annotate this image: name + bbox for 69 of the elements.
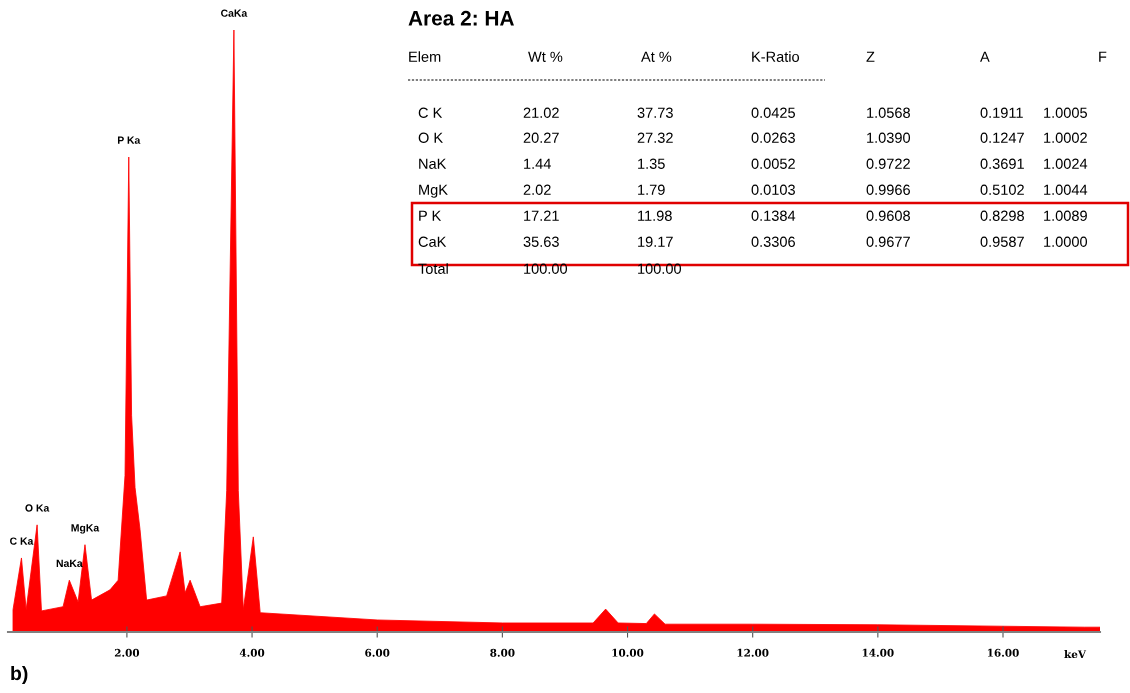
annotation: C Ka <box>10 537 34 545</box>
annotation: MgKa <box>71 524 100 534</box>
x-tick-label: 10.00 <box>612 648 644 657</box>
annotation: 1.0002 <box>1044 132 1087 143</box>
annotation: O Ka <box>25 504 50 512</box>
annotation: 0.9966 <box>866 184 910 195</box>
annotation: 21.02 <box>523 107 559 118</box>
annotation: 0.9608 <box>866 210 910 221</box>
annotation: P K <box>419 210 442 221</box>
x-tick-label: 6.00 <box>365 648 390 657</box>
annotation: 0.1384 <box>751 210 796 221</box>
annotation: 27.32 <box>637 132 673 143</box>
annotation: O K <box>418 132 443 143</box>
annotation: 0.3691 <box>980 158 1024 169</box>
annotation: 17.21 <box>524 210 559 221</box>
annotation: 100.00 <box>638 263 682 274</box>
annotation: 0.9587 <box>980 236 1024 247</box>
annotation: 1.0044 <box>1044 184 1088 195</box>
annotation: 20.27 <box>523 132 559 143</box>
annotation: F <box>1099 51 1107 62</box>
annotation: P Ka <box>117 136 141 144</box>
annotation: 1.35 <box>638 158 665 169</box>
x-tick-label: 12.00 <box>737 648 769 657</box>
x-tick-label: 8.00 <box>490 648 515 657</box>
annotation: 0.0103 <box>751 184 795 195</box>
x-tick-label: 14.00 <box>862 648 894 657</box>
x-tick-label: 16.00 <box>987 648 1019 657</box>
annotation: K-Ratio <box>752 51 800 62</box>
text: b) <box>11 665 28 685</box>
annotation: 0.0263 <box>751 132 795 143</box>
annotation: NaKa <box>56 559 83 568</box>
annotation: 0.8298 <box>980 210 1024 221</box>
annotation: 0.0425 <box>751 107 795 118</box>
chart-title: Area 2: HA <box>408 10 514 26</box>
annotation: 35.63 <box>523 236 559 247</box>
annotation: Total <box>418 263 448 274</box>
annotation: 1.0089 <box>1044 210 1087 221</box>
annotation: Wt % <box>528 51 563 62</box>
annotation: 0.3306 <box>751 236 795 247</box>
annotation: 1.0005 <box>1044 107 1087 118</box>
annotation: 1.0000 <box>1044 236 1088 247</box>
annotation: 0.5102 <box>980 184 1024 195</box>
annotation: MgK <box>419 184 448 198</box>
annotation: 1.0390 <box>867 132 911 143</box>
annotation: CaKa <box>221 9 248 17</box>
annotation: 19.17 <box>638 236 673 247</box>
annotation: 11.98 <box>638 210 672 221</box>
annotation: 37.73 <box>637 107 673 118</box>
annotation: 100.00 <box>524 263 568 274</box>
annotation: 1.0024 <box>1044 158 1088 169</box>
annotation: A <box>980 51 990 62</box>
x-tick-label: 4.00 <box>239 648 265 657</box>
annotation: CaK <box>418 236 447 247</box>
annotation: NaK <box>419 158 447 169</box>
x-tick-label: 2.00 <box>114 648 140 657</box>
annotation: Z <box>866 51 875 62</box>
annotation: 1.44 <box>524 158 551 169</box>
annotation: 0.0052 <box>751 158 795 169</box>
annotation: 0.9722 <box>866 158 910 169</box>
annotation: 0.9677 <box>866 236 910 247</box>
annotation: 1.79 <box>638 184 665 195</box>
annotation: C K <box>418 107 443 118</box>
annotation: 2.02 <box>523 184 551 195</box>
annotation: At % <box>641 51 672 62</box>
annotation: Elem <box>409 51 441 62</box>
annotation: 0.1247 <box>980 132 1024 143</box>
annotation: 0.1911 <box>980 107 1023 118</box>
annotation: 1.0568 <box>867 107 910 118</box>
x-axis-title: keV <box>1064 650 1087 659</box>
